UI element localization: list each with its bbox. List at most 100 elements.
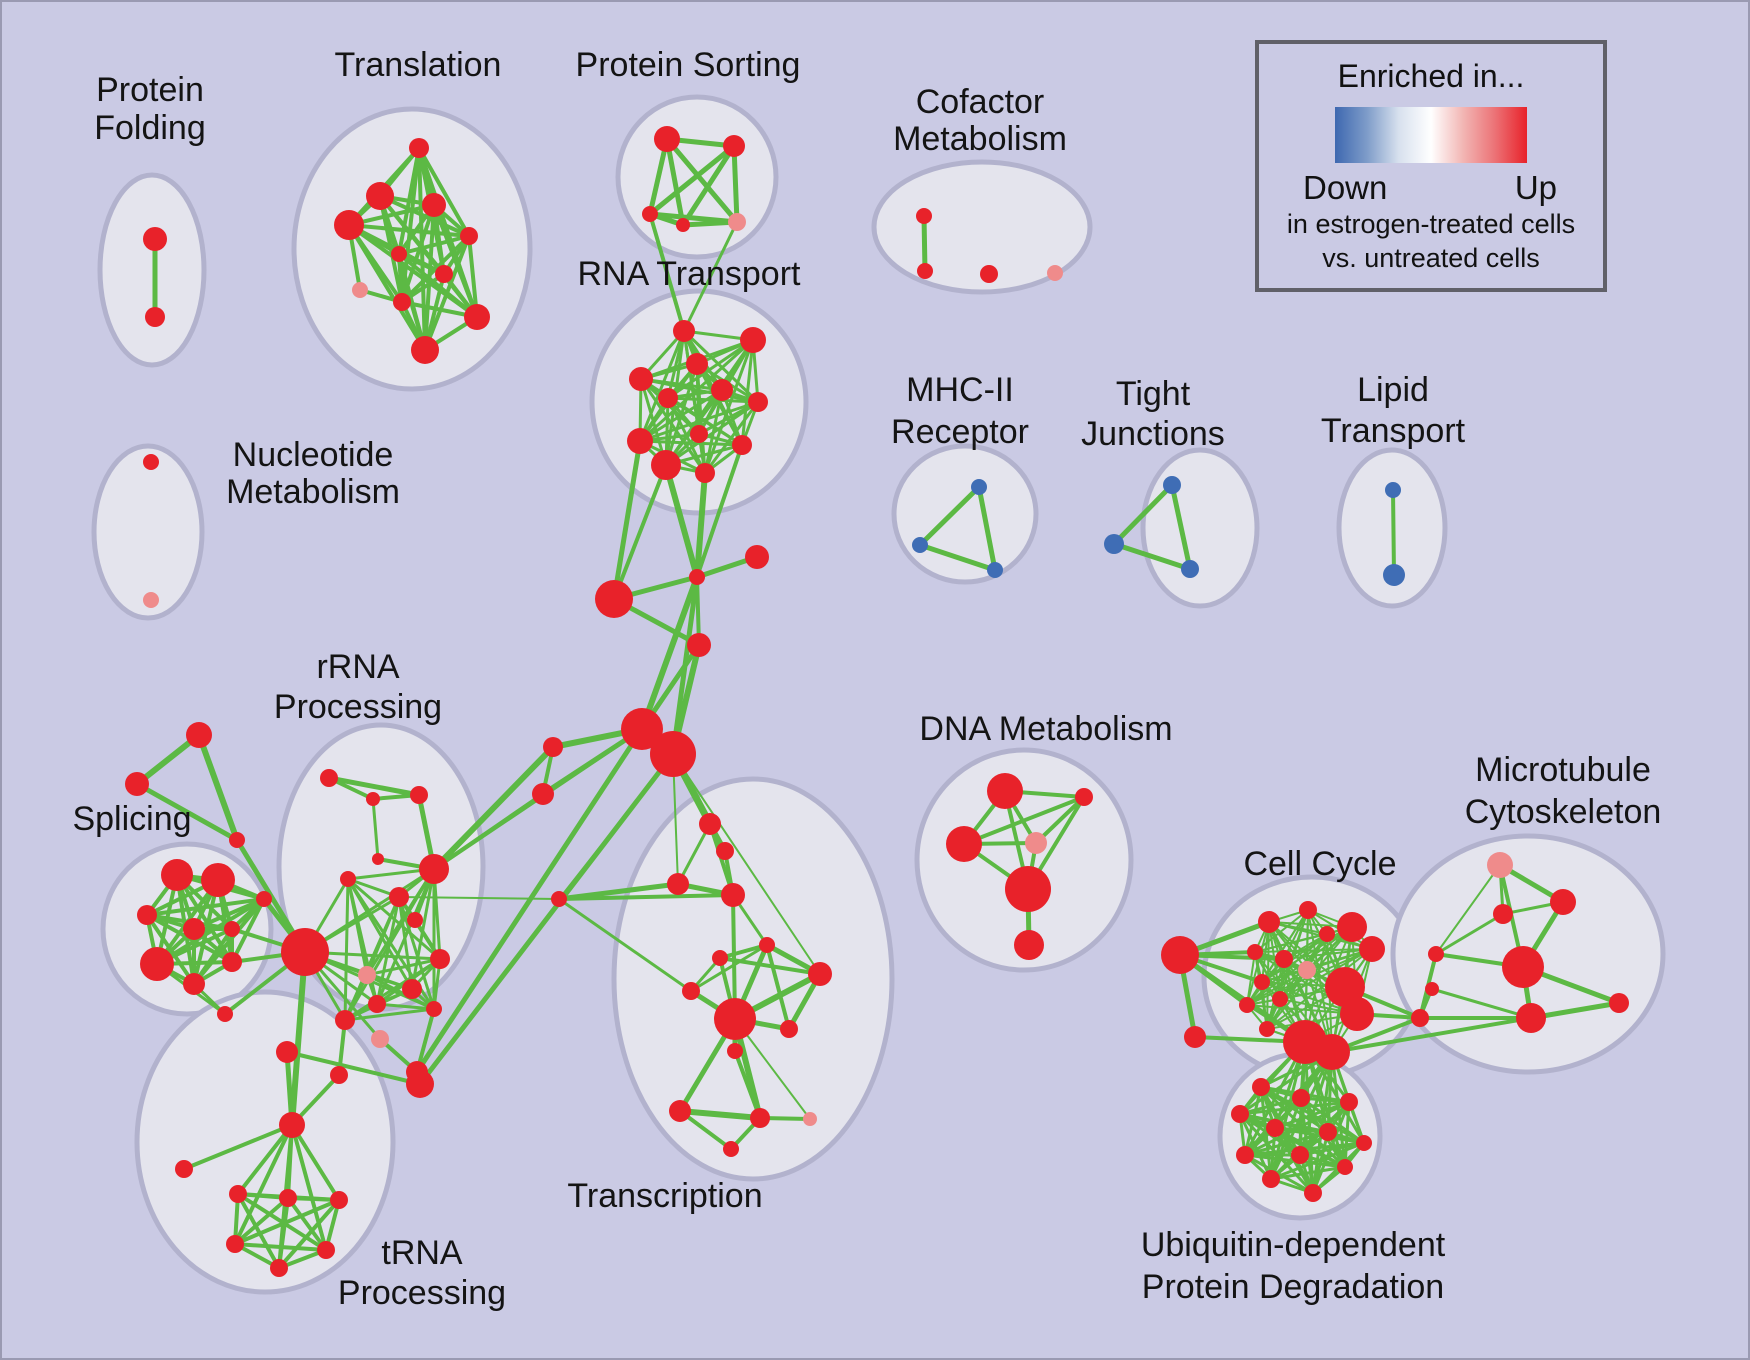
node-tx7[interactable] [808, 962, 832, 986]
node-tj2[interactable] [1104, 534, 1124, 554]
node-r12[interactable] [368, 995, 386, 1013]
node-rt4[interactable] [629, 367, 653, 391]
node-b2[interactable] [745, 545, 769, 569]
node-mt3[interactable] [1493, 904, 1513, 924]
node-rt9[interactable] [627, 428, 653, 454]
node-cc10[interactable] [1298, 961, 1316, 979]
node-hub1[interactable] [621, 708, 663, 750]
node-t10[interactable] [464, 304, 490, 330]
node-tn4[interactable] [226, 1235, 244, 1253]
node-mt5[interactable] [1516, 1003, 1546, 1033]
node-rt11[interactable] [651, 450, 681, 480]
node-tn1[interactable] [229, 1185, 247, 1203]
node-r21[interactable] [175, 1160, 193, 1178]
node-l1[interactable] [595, 580, 633, 618]
node-tx2[interactable] [716, 842, 734, 860]
node-ub11[interactable] [1262, 1170, 1280, 1188]
node-ub3[interactable] [1340, 1093, 1358, 1111]
node-lt1[interactable] [1385, 482, 1401, 498]
node-t5[interactable] [460, 227, 478, 245]
node-t1[interactable] [409, 138, 429, 158]
node-rt2[interactable] [740, 327, 766, 353]
node-nm2[interactable] [143, 592, 159, 608]
node-r8[interactable] [407, 912, 423, 928]
node-mt1[interactable] [1487, 852, 1513, 878]
node-dm1[interactable] [987, 773, 1023, 809]
node-t9[interactable] [393, 293, 411, 311]
node-dm5[interactable] [1005, 866, 1051, 912]
node-ub10[interactable] [1337, 1159, 1353, 1175]
node-ps2[interactable] [723, 135, 745, 157]
node-tn5[interactable] [317, 1241, 335, 1259]
node-rt12[interactable] [695, 463, 715, 483]
node-ub1[interactable] [1252, 1078, 1270, 1096]
node-t4[interactable] [334, 210, 364, 240]
node-r1[interactable] [320, 769, 338, 787]
node-lt2[interactable] [1383, 564, 1405, 586]
node-ps3[interactable] [642, 206, 658, 222]
node-tx14[interactable] [803, 1112, 817, 1126]
node-r13[interactable] [426, 1001, 442, 1017]
node-rt10[interactable] [732, 435, 752, 455]
node-rt8[interactable] [690, 425, 708, 443]
node-tx5[interactable] [759, 937, 775, 953]
node-ub6[interactable] [1319, 1123, 1337, 1141]
node-cc17[interactable] [1411, 1009, 1429, 1027]
node-spt2[interactable] [125, 772, 149, 796]
node-cc16[interactable] [1340, 997, 1374, 1031]
node-mh2[interactable] [912, 537, 928, 553]
node-cc8[interactable] [1247, 944, 1263, 960]
node-cc14[interactable] [1259, 1021, 1275, 1037]
node-ps1[interactable] [654, 126, 680, 152]
node-mh3[interactable] [987, 562, 1003, 578]
node-sp2[interactable] [201, 863, 235, 897]
node-tx3[interactable] [667, 873, 689, 895]
node-s1[interactable] [543, 737, 563, 757]
node-r2[interactable] [366, 792, 380, 806]
node-spt1[interactable] [186, 722, 212, 748]
node-dm4[interactable] [1025, 832, 1047, 854]
node-r5[interactable] [419, 854, 449, 884]
node-cf3[interactable] [980, 265, 998, 283]
node-r10[interactable] [430, 949, 450, 969]
node-r4[interactable] [372, 853, 384, 865]
node-t11[interactable] [411, 336, 439, 364]
node-mt4[interactable] [1502, 946, 1544, 988]
node-cc5[interactable] [1319, 926, 1335, 942]
node-tx12[interactable] [669, 1100, 691, 1122]
node-tj3[interactable] [1181, 560, 1199, 578]
node-mt6[interactable] [1609, 993, 1629, 1013]
node-ub12[interactable] [1304, 1184, 1322, 1202]
node-cc4[interactable] [1299, 901, 1317, 919]
node-ps4[interactable] [676, 218, 690, 232]
node-r3[interactable] [410, 786, 428, 804]
node-tx11[interactable] [727, 1043, 743, 1059]
node-sp3[interactable] [137, 905, 157, 925]
node-sp4[interactable] [183, 918, 205, 940]
node-cc15[interactable] [1325, 967, 1365, 1007]
node-r7[interactable] [389, 887, 409, 907]
node-pf2[interactable] [145, 307, 165, 327]
node-cc3[interactable] [1258, 911, 1280, 933]
node-cc12[interactable] [1272, 991, 1288, 1007]
node-r14[interactable] [335, 1010, 355, 1030]
node-sp7[interactable] [183, 973, 205, 995]
node-sp1[interactable] [161, 859, 193, 891]
node-r20[interactable] [279, 1112, 305, 1138]
node-sp10[interactable] [217, 1006, 233, 1022]
node-cf4[interactable] [1047, 265, 1063, 281]
node-nm1[interactable] [143, 454, 159, 470]
node-ub5[interactable] [1266, 1119, 1284, 1137]
node-tj1[interactable] [1163, 476, 1181, 494]
node-tx9[interactable] [714, 998, 756, 1040]
node-rt5[interactable] [711, 379, 733, 401]
node-tx10[interactable] [780, 1020, 798, 1038]
node-ub4[interactable] [1231, 1105, 1249, 1123]
node-pf1[interactable] [143, 227, 167, 251]
node-tx1[interactable] [699, 813, 721, 835]
node-hub2[interactable] [650, 731, 696, 777]
node-rt6[interactable] [658, 388, 678, 408]
node-ub2[interactable] [1292, 1089, 1310, 1107]
node-r9[interactable] [358, 966, 376, 984]
node-tn3[interactable] [330, 1191, 348, 1209]
